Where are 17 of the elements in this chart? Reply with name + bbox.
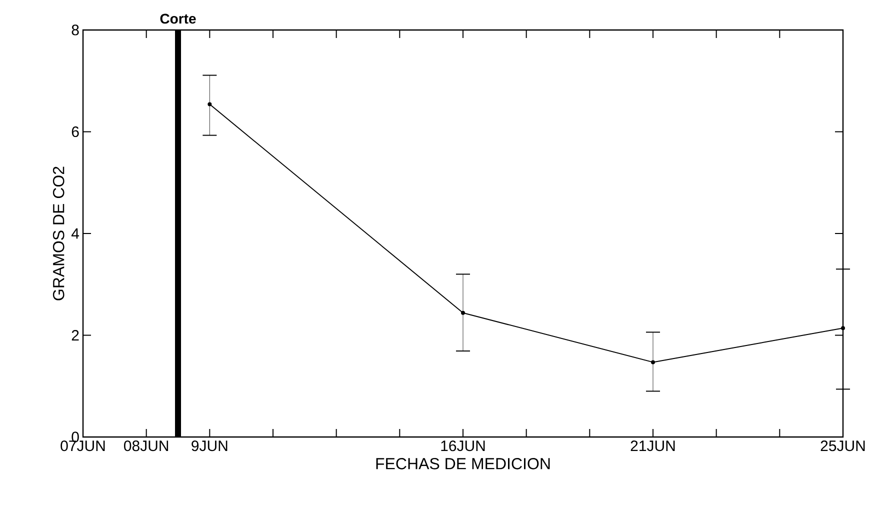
x-tick-label: 07JUN <box>60 440 105 452</box>
x-tick-label: 16JUN <box>441 440 485 452</box>
x-tick-label: 9JUN <box>192 440 228 452</box>
y-axis-title: GRAMOS DE CO2 <box>52 166 64 300</box>
point <box>841 326 845 330</box>
x-tick-label: 21JUN <box>630 440 675 452</box>
x-tick-label: 25JUN <box>820 440 865 452</box>
point <box>461 310 466 315</box>
x-tick-label: 08JUN <box>124 440 168 452</box>
y-tick-label: 8 <box>72 24 79 36</box>
text: Corte <box>160 14 196 24</box>
y-tick-label: 6 <box>72 126 79 138</box>
point <box>651 360 655 364</box>
y-tick-label: 4 <box>71 228 80 239</box>
point <box>208 102 212 106</box>
x-axis-title: FECHAS DE MEDICION <box>376 458 550 470</box>
y-tick-label: 2 <box>72 330 79 340</box>
